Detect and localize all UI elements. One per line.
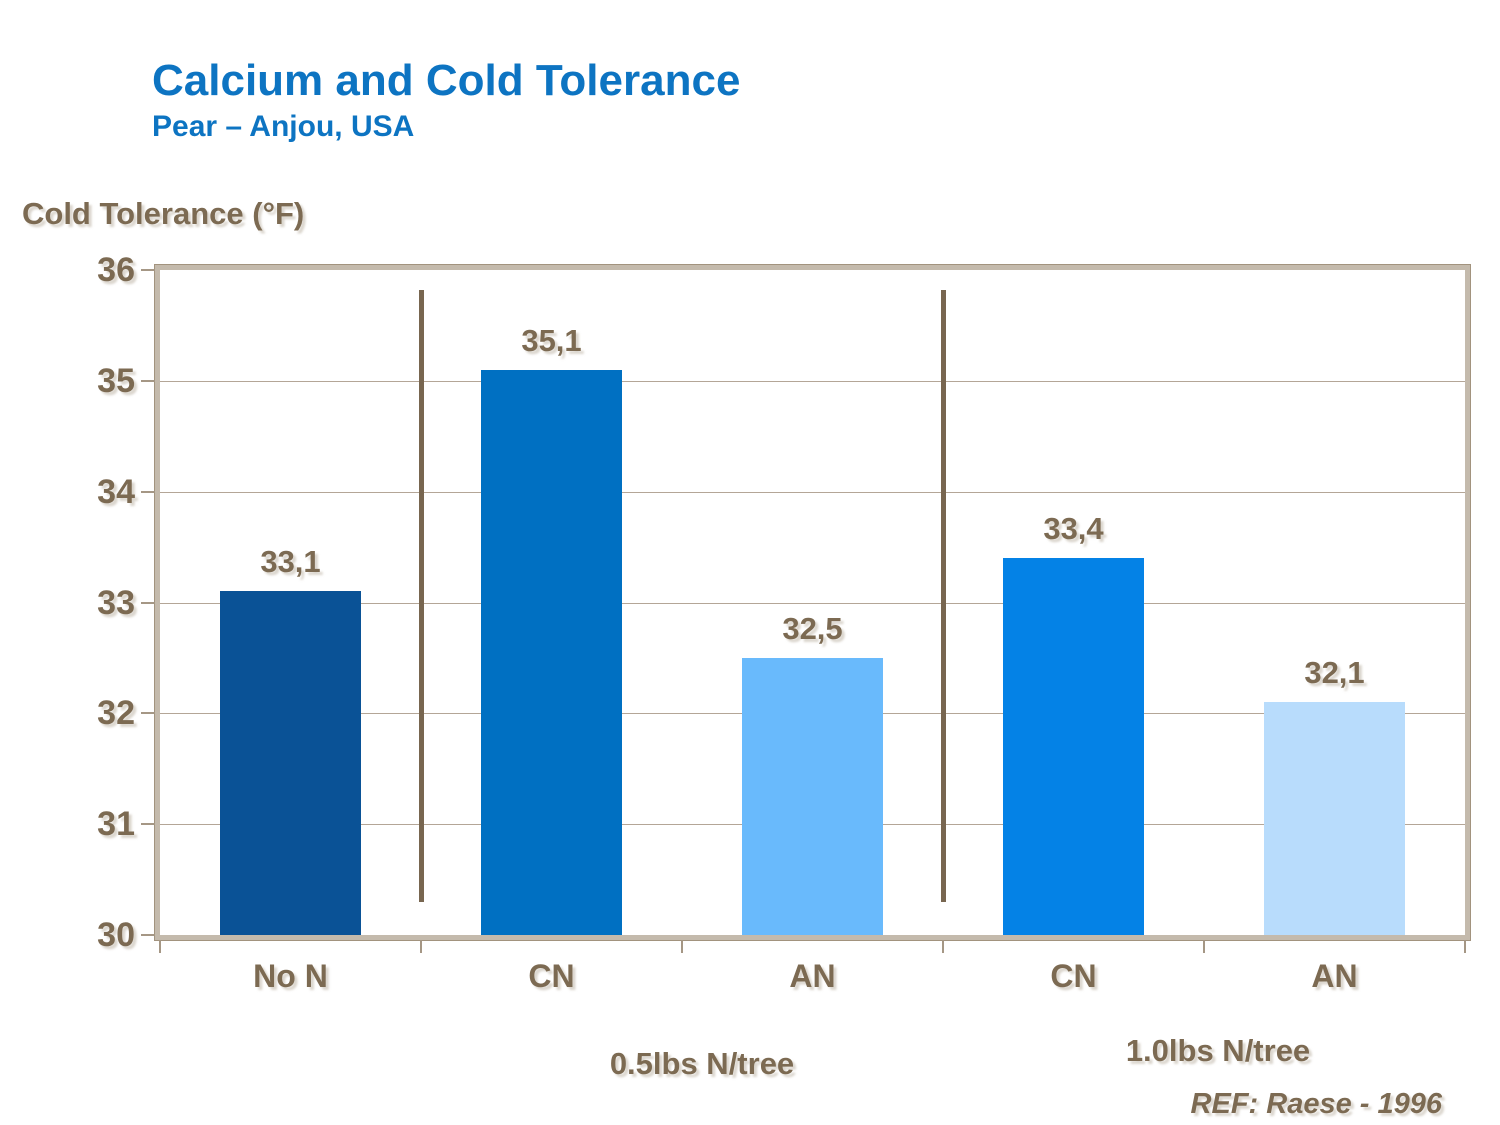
category-label-0: No N (253, 958, 328, 994)
bar-cn-3 (1003, 558, 1144, 935)
bar-value-label: 32,5 (782, 610, 843, 646)
x-axis-tick (1464, 940, 1466, 953)
y-tick-label-30: 30 (97, 916, 135, 954)
bar-value-label: 33,1 (260, 544, 321, 580)
group-separator (940, 290, 946, 902)
gridline-34 (160, 491, 1465, 493)
gridline-33 (160, 602, 1465, 604)
x-axis-tick (420, 940, 422, 953)
gridline-35 (160, 380, 1465, 382)
group-label-0-5lbs: 0.5lbs N/tree (609, 1046, 795, 1081)
y-axis-tick (141, 934, 155, 936)
category-label-4: AN (1311, 958, 1358, 994)
bar-value-label: 32,1 (1304, 655, 1365, 691)
x-axis-tick (1203, 940, 1205, 953)
plot-area: 33,1 35,1 32,5 33,4 32,1 (154, 264, 1471, 941)
y-axis-tick (141, 823, 155, 826)
group-separator (418, 290, 424, 902)
y-tick-label-33: 33 (97, 583, 135, 622)
bar-value-label: 33,4 (1043, 511, 1104, 547)
y-tick-label-32: 32 (97, 694, 135, 733)
bar-an-4 (1264, 702, 1405, 935)
bar-cn-1 (481, 369, 622, 935)
y-axis-tick (141, 269, 155, 271)
reference-note: REF: Raese - 1996 (1190, 1088, 1442, 1120)
y-axis-title: Cold Tolerance (°F) (22, 196, 305, 231)
y-tick-label-35: 35 (97, 361, 135, 400)
y-axis-tick (141, 712, 155, 715)
x-axis-tick (681, 940, 683, 953)
y-axis-tick (141, 379, 155, 382)
category-label-2: AN (789, 958, 836, 994)
y-tick-label-34: 34 (97, 472, 135, 511)
chart-title: Calcium and Cold Tolerance (152, 56, 741, 105)
y-tick-label-36: 36 (97, 251, 135, 289)
category-label-1: CN (528, 958, 575, 994)
y-tick-label-31: 31 (97, 805, 135, 844)
y-axis-tick (141, 490, 155, 493)
x-axis-tick (159, 940, 161, 953)
x-axis-tick (942, 940, 944, 953)
group-label-1-0lbs: 1.0lbs N/tree (1125, 1033, 1311, 1068)
chart-subtitle: Pear – Anjou, USA (152, 110, 415, 143)
y-axis-tick (141, 601, 155, 604)
category-label-3: CN (1050, 958, 1097, 994)
bar-no-n-0 (220, 591, 361, 935)
bar-value-label: 35,1 (521, 322, 582, 358)
bar-an-2 (742, 657, 883, 935)
